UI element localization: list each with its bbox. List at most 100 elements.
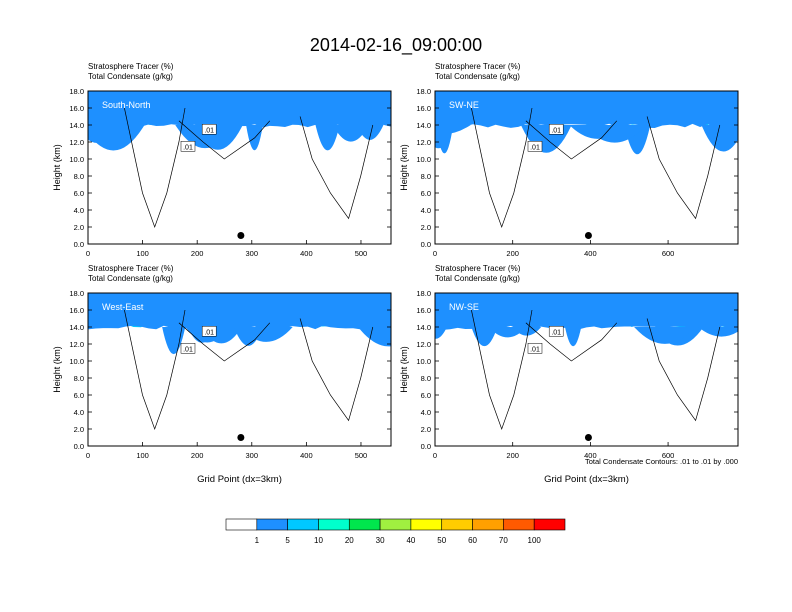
condensate-contour — [646, 318, 721, 422]
contour-label: .01 — [548, 326, 564, 337]
y-tick-label: 4.0 — [421, 206, 431, 215]
y-tick-label: 12.0 — [416, 138, 431, 147]
colorbar-label: 40 — [406, 536, 415, 545]
tracer-field: .01 .01 — [435, 91, 738, 229]
panel-nw-se: .01 .01 NW-SE 0.0 2.0 4.0 6.0 8.0 10.0 12.0 14.0 16… — [399, 264, 739, 460]
panel-west-east: .01 .01 West-East 0.0 2.0 4.0 6.0 8.0 10.0 12.0 14… — [52, 264, 392, 460]
colorbar-box — [379, 518, 412, 531]
colorbar-label: 1 — [255, 536, 260, 545]
y-tick-label: 16.0 — [69, 104, 84, 113]
x-tick-label: 100 — [136, 249, 149, 258]
section-label: West-East — [102, 302, 144, 312]
y-tick-label: 12.0 — [69, 340, 84, 349]
x-axis-label: Grid Point (dx=3km) — [544, 474, 629, 485]
colorbar-label: 50 — [437, 536, 446, 545]
colorbar-label: 30 — [376, 536, 385, 545]
colorbar-box — [318, 518, 350, 531]
panel-title-1: Stratosphere Tracer (%) — [88, 264, 174, 273]
panel-title-2: Total Condensate (g/kg) — [435, 274, 520, 283]
tracer-patch — [332, 125, 369, 142]
y-axis-label: Height (km) — [52, 346, 62, 393]
colorbar-box — [225, 518, 258, 531]
x-tick-label: 500 — [355, 249, 368, 258]
contour-label: .01 — [527, 343, 543, 354]
x-tick-label: 600 — [662, 249, 675, 258]
y-tick-label: 16.0 — [416, 104, 431, 113]
y-tick-label: 2.0 — [421, 425, 431, 434]
tracer-band — [88, 91, 391, 128]
y-tick-label: 0.0 — [74, 240, 84, 249]
tracer-patch — [358, 327, 391, 347]
tracer-field: .01 .01 — [88, 91, 391, 229]
colorbar-label: 60 — [468, 536, 477, 545]
y-tick-label: 4.0 — [74, 206, 84, 215]
contour-label-text: .01 — [551, 329, 561, 336]
tracer-field: .01 .01 — [88, 293, 391, 431]
plot-frame — [434, 292, 739, 447]
x-tick-label: 400 — [300, 249, 313, 258]
panel-title-2: Total Condensate (g/kg) — [88, 274, 173, 283]
location-marker — [237, 232, 245, 239]
x-tick-label: 600 — [662, 451, 675, 460]
section-label: South-North — [102, 100, 151, 110]
y-tick-label: 10.0 — [416, 357, 431, 366]
x-tick-label: 300 — [246, 451, 259, 460]
tracer-band — [435, 293, 738, 330]
condensate-contour — [646, 116, 721, 220]
condensate-contour — [124, 309, 186, 431]
tracer-patch — [315, 125, 340, 151]
y-tick-label: 18.0 — [69, 289, 84, 298]
contour-label-text: .01 — [183, 346, 193, 353]
colorbar-box — [348, 518, 381, 531]
y-tick-label: 6.0 — [74, 189, 84, 198]
x-tick-label: 0 — [86, 451, 90, 460]
y-tick-label: 8.0 — [421, 172, 431, 181]
x-tick-label: 100 — [136, 451, 149, 460]
y-tick-label: 14.0 — [69, 323, 84, 332]
condensate-contour — [124, 107, 186, 229]
y-tick-label: 0.0 — [421, 240, 431, 249]
y-tick-label: 18.0 — [416, 87, 431, 96]
colorbar-label: 10 — [314, 536, 323, 545]
tracer-patch — [565, 327, 582, 347]
x-tick-label: 400 — [584, 249, 597, 258]
contour-label-text: .01 — [530, 346, 540, 353]
contour-label-text: .01 — [204, 127, 214, 134]
location-marker — [237, 434, 245, 441]
panel-sw-ne: .01 .01 SW-NE 0.0 2.0 4.0 6.0 8.0 10.0 12.0 14.0 16… — [399, 62, 739, 258]
x-tick-label: 200 — [191, 451, 204, 460]
y-tick-label: 8.0 — [74, 374, 84, 383]
x-tick-label: 500 — [355, 451, 368, 460]
y-tick-label: 2.0 — [74, 223, 84, 232]
panel-title-1: Stratosphere Tracer (%) — [88, 62, 174, 71]
y-tick-label: 6.0 — [421, 189, 431, 198]
x-tick-label: 300 — [246, 249, 259, 258]
section-label: NW-SE — [449, 302, 479, 312]
colorbar-label: 100 — [528, 536, 542, 545]
y-tick-label: 0.0 — [74, 442, 84, 451]
tracer-patch — [88, 125, 145, 151]
y-tick-label: 16.0 — [416, 306, 431, 315]
y-tick-label: 18.0 — [416, 289, 431, 298]
y-tick-label: 6.0 — [74, 391, 84, 400]
panel-title-2: Total Condensate (g/kg) — [88, 72, 173, 81]
y-tick-label: 8.0 — [421, 374, 431, 383]
colorbar-box — [256, 518, 288, 531]
y-tick-label: 18.0 — [69, 87, 84, 96]
plot-frame — [87, 292, 392, 447]
y-tick-label: 10.0 — [69, 155, 84, 164]
condensate-contour — [299, 116, 374, 220]
x-tick-label: 200 — [506, 249, 519, 258]
condensate-contour — [525, 322, 618, 362]
panels: .01 .01 South-North 0.0 2.0 4.0 6.0 8.0 10.0 12.0… — [52, 62, 739, 485]
tracer-patch — [233, 327, 263, 346]
contour-label: .01 — [180, 141, 196, 152]
tracer-field: .01 .01 — [435, 293, 738, 431]
tracer-patch — [488, 327, 527, 338]
y-axis-label: Height (km) — [52, 144, 62, 191]
panel-title-1: Stratosphere Tracer (%) — [435, 62, 521, 71]
y-tick-label: 6.0 — [421, 391, 431, 400]
contour-label: .01 — [527, 141, 543, 152]
x-axis-label: Grid Point (dx=3km) — [197, 474, 282, 485]
y-axis-label: Height (km) — [399, 144, 409, 191]
